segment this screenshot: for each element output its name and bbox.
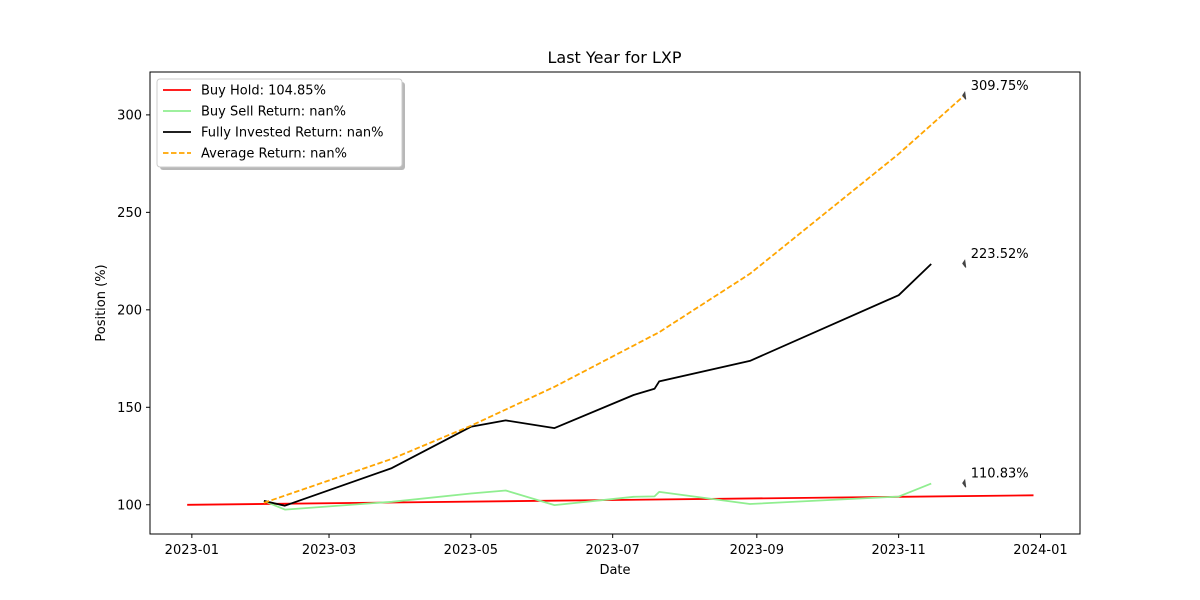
average-return-line: [263, 95, 965, 504]
x-tick-label: 2023-09: [730, 543, 784, 558]
x-tick-label: 2024-01: [1013, 543, 1067, 558]
y-tick-label: 150: [117, 401, 142, 416]
chart-title: Last Year for LXP: [548, 48, 682, 67]
axis-ticks: 2023-01 2023-03 2023-05 2023-07 2023-09 2023-…: [117, 108, 1067, 558]
legend-label: Buy Hold: 104.85%: [201, 84, 326, 99]
y-tick-label: 100: [117, 498, 142, 513]
y-tick-label: 200: [117, 303, 142, 318]
x-tick-label: 2023-01: [165, 543, 219, 558]
x-tick-label: 2023-11: [871, 543, 925, 558]
fully-invested-return-line: [263, 263, 932, 507]
legend: Buy Hold: 104.85% Buy Sell Return: nan% Fu…: [156, 78, 405, 170]
legend-label: Average Return: nan%: [201, 147, 347, 162]
annotation-arrow: [962, 91, 967, 100]
annotation-arrow: [962, 478, 967, 488]
annotations: 309.75% 223.52% 110.83%: [962, 79, 1029, 488]
y-tick-label: 300: [117, 108, 142, 123]
buy-sell-return-line: [263, 482, 932, 511]
legend-box: [156, 78, 403, 168]
y-tick-label: 250: [117, 206, 142, 221]
legend-label: Buy Sell Return: nan%: [201, 105, 346, 120]
legend-label: Fully Invested Return: nan%: [201, 126, 384, 141]
annotation-label: 309.75%: [971, 79, 1029, 94]
x-tick-label: 2023-05: [444, 543, 498, 558]
x-tick-label: 2023-07: [586, 543, 640, 558]
annotation-label: 110.83%: [971, 467, 1029, 482]
series-lines: [187, 95, 1034, 511]
y-axis-label: Position (%): [94, 264, 109, 341]
x-tick-label: 2023-03: [302, 543, 356, 558]
annotation-label: 223.52%: [971, 247, 1029, 262]
x-axis-label: Date: [599, 563, 630, 578]
annotation-arrow: [962, 259, 967, 268]
